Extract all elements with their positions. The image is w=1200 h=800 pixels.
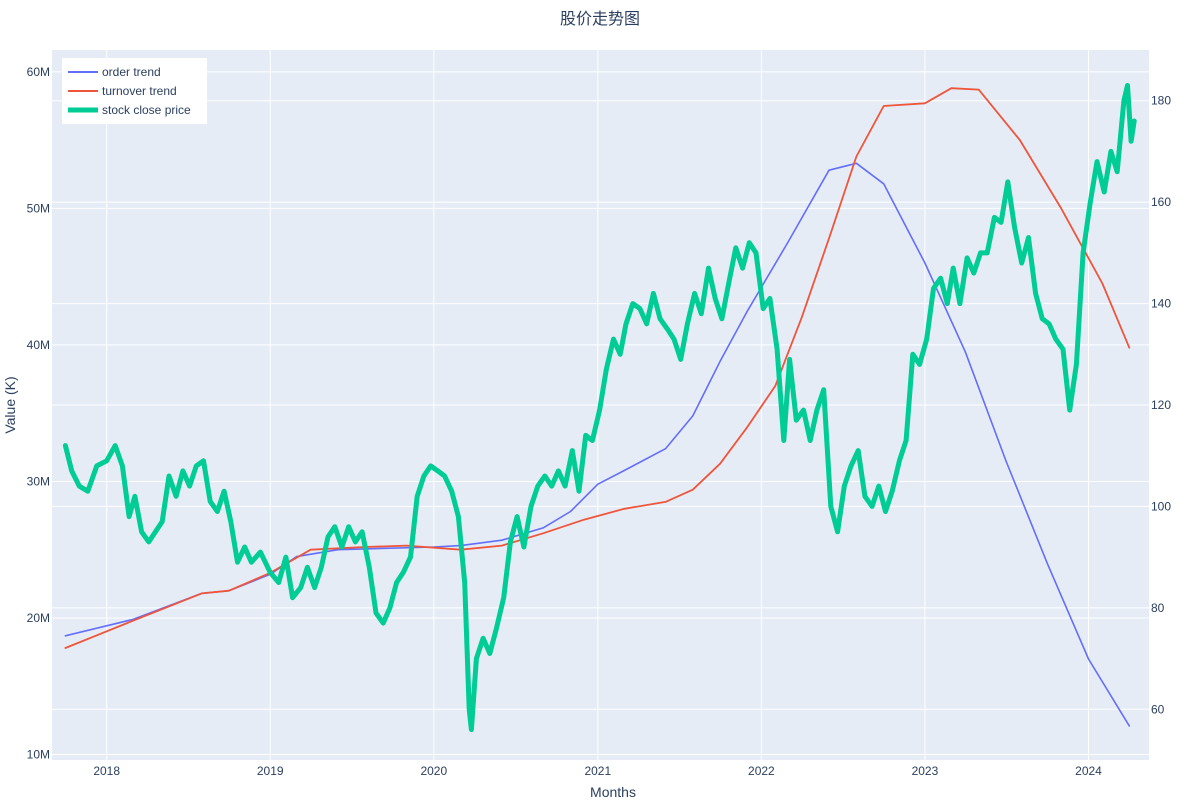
- y-right-tick-label: 100: [1151, 499, 1171, 513]
- y-right-tick-label: 160: [1151, 195, 1171, 209]
- y-right-tick-label: 80: [1151, 601, 1165, 615]
- y-left-tick-label: 10M: [27, 748, 50, 762]
- series-layer: [62, 83, 1137, 733]
- y-right-tick-label: 60: [1151, 702, 1165, 716]
- series-line-stock-close-price[interactable]: [62, 83, 1137, 733]
- y-gridlines: [52, 71, 1149, 756]
- x-axis-title: Months: [590, 784, 636, 800]
- y-axis-title: Value (K): [2, 376, 18, 433]
- x-tick-label: 2018: [93, 764, 120, 778]
- y-left-tick-label: 50M: [27, 201, 50, 215]
- y-right-tick-label: 120: [1151, 398, 1171, 412]
- x-tick-label: 2021: [584, 764, 611, 778]
- x-tick-labels: 2018 2019 2020 2021 2022 2023 2024: [93, 764, 1102, 778]
- y-right-tick-label: 180: [1151, 94, 1171, 108]
- y-left-tick-label: 30M: [27, 474, 50, 488]
- chart-title: 股价走势图: [560, 9, 640, 28]
- x-tick-label: 2024: [1075, 764, 1102, 778]
- series-line-turnover-trend[interactable]: [64, 87, 1131, 649]
- y-left-tick-labels: 10M 20M 30M 40M 50M 60M: [27, 65, 50, 762]
- legend-label-stock-close-price: stock close price: [102, 103, 191, 117]
- x-tick-label: 2023: [912, 764, 939, 778]
- y-right-tick-labels: 60 80 100 120 140 160 180: [1151, 94, 1171, 717]
- legend-label-order-trend: order trend: [102, 65, 161, 79]
- y-left-tick-label: 20M: [27, 611, 50, 625]
- y-left-tick-label: 60M: [27, 65, 50, 79]
- y-left-tick-label: 40M: [27, 338, 50, 352]
- x-tick-label: 2020: [420, 764, 447, 778]
- legend[interactable]: order trend turnover trend stock close p…: [62, 58, 207, 124]
- x-tick-label: 2019: [257, 764, 284, 778]
- legend-label-turnover-trend: turnover trend: [102, 84, 177, 98]
- y-right-tick-label: 140: [1151, 297, 1171, 311]
- x-tick-label: 2022: [748, 764, 775, 778]
